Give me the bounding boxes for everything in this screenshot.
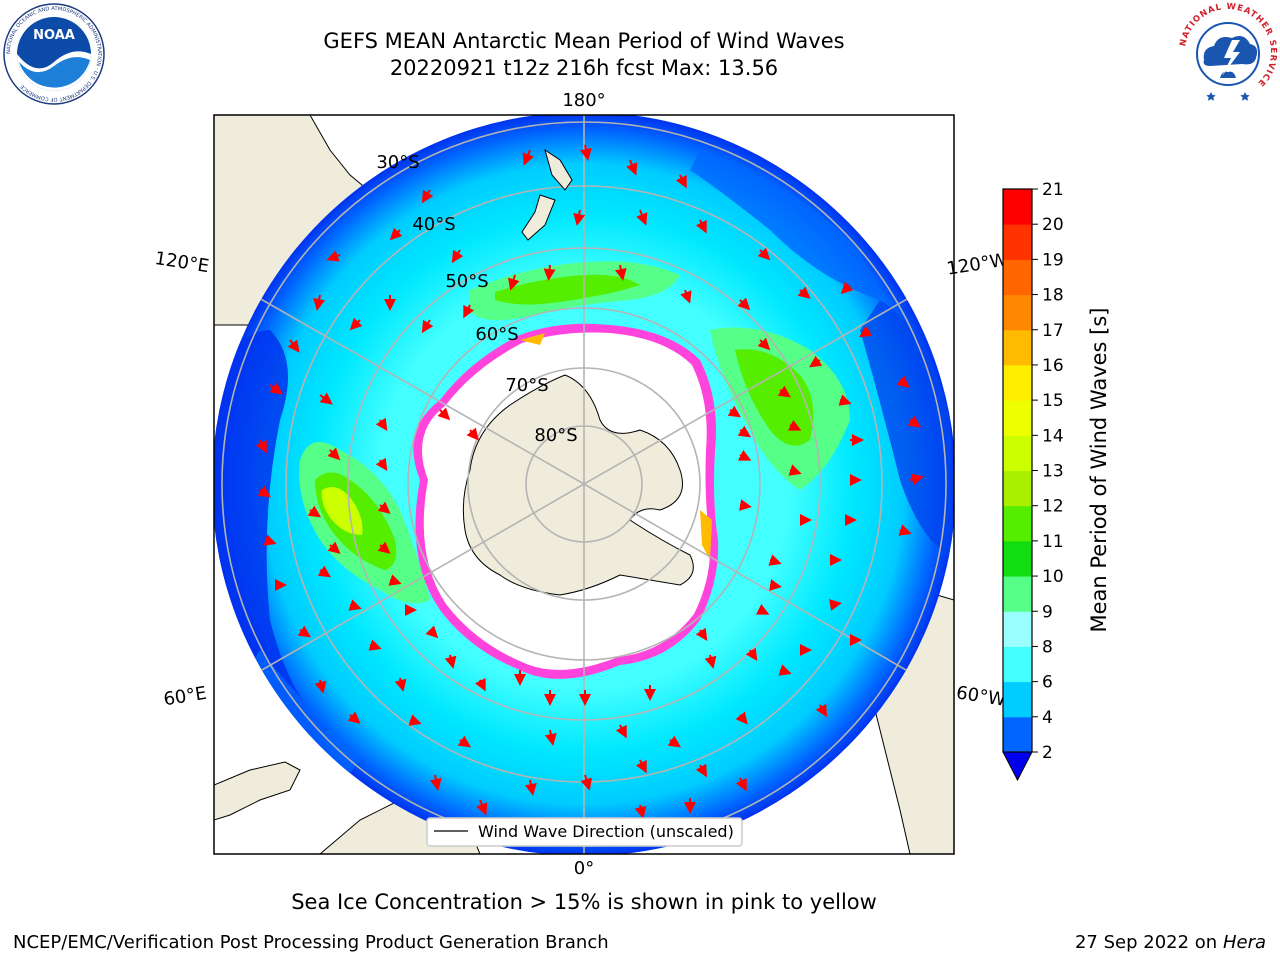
colorbar-band xyxy=(1003,189,1032,225)
lat-label-40s: 40°S xyxy=(412,214,455,235)
colorbar-tick-label: 20 xyxy=(1042,215,1064,235)
colorbar-label: Mean Period of Wind Waves [s] xyxy=(1087,308,1111,633)
colorbar-band xyxy=(1003,716,1032,753)
colorbar-tick-label: 16 xyxy=(1042,356,1064,376)
sea-ice-high-concentration xyxy=(520,333,545,345)
colorbar-band xyxy=(1003,576,1032,612)
lon-label-60e: 60°E xyxy=(162,683,208,711)
madagascar-land xyxy=(214,761,301,821)
lon-label-0: 0° xyxy=(574,858,594,879)
colorbar-band xyxy=(1003,646,1032,683)
new-zealand-land xyxy=(521,148,573,241)
colorbar-tick-label: 2 xyxy=(1042,743,1053,763)
lon-label-120w: 120°W xyxy=(945,249,1009,279)
colorbar-band xyxy=(1003,400,1032,436)
colorbar-band xyxy=(1003,364,1032,401)
swell-peak-indian xyxy=(321,486,363,535)
wind-wave-arrows xyxy=(255,144,924,819)
colorbar-tick-label: 18 xyxy=(1042,286,1064,306)
low-period-band-east xyxy=(860,300,954,560)
colorbar-tick-label: 12 xyxy=(1042,497,1064,517)
arrow-legend: Wind Wave Direction (unscaled) xyxy=(426,817,743,847)
colorbar-band xyxy=(1003,470,1032,507)
lat-label-60s: 60°S xyxy=(475,324,518,345)
swell-core-pacific xyxy=(495,274,640,305)
colorbar-tick-label: 10 xyxy=(1042,567,1064,587)
lat-label-50s: 50°S xyxy=(445,271,488,292)
sea-ice-high-concentration-east xyxy=(700,510,712,560)
arrow-legend-label: Wind Wave Direction (unscaled) xyxy=(478,822,734,841)
colorbar-tick-label: 4 xyxy=(1042,708,1053,728)
chart-title: GEFS MEAN Antarctic Mean Period of Wind … xyxy=(323,29,845,53)
colorbar-band xyxy=(1003,329,1032,366)
colorbar-band xyxy=(1003,435,1032,471)
colorbar-tick-label: 9 xyxy=(1042,602,1053,622)
colorbar-tick-label: 21 xyxy=(1042,180,1064,200)
colorbar-band xyxy=(1003,540,1032,577)
colorbar-tick-label: 11 xyxy=(1042,532,1064,552)
colorbar-tick-label: 8 xyxy=(1042,637,1053,657)
latitude-labels: 30°S 40°S 50°S 60°S 70°S 80°S xyxy=(376,152,577,446)
run-date: 27 Sep 2022 on Hera xyxy=(1075,932,1266,953)
map-frame xyxy=(213,114,955,855)
colorbar-band xyxy=(1003,505,1032,542)
colorbar-under-arrow xyxy=(1002,751,1033,782)
low-period-band-north xyxy=(690,150,880,300)
colorbar-band xyxy=(1003,611,1032,647)
colorbar-tick-label: 15 xyxy=(1042,391,1064,411)
colorbar-tick-label: 13 xyxy=(1042,462,1064,482)
colorbar-tick-label: 6 xyxy=(1042,673,1053,693)
chart-subtitle: 20220921 t12z 216h fcst Max: 13.56 xyxy=(389,56,779,80)
colorbar: 21 20 19 18 17 16 15 14 13 12 11 10 9 8 6 4 2 Mean Perio… xyxy=(1002,180,1111,782)
lat-label-30s: 30°S xyxy=(376,152,419,173)
sea-ice-note: Sea Ice Concentration > 15% is shown in … xyxy=(291,890,877,914)
producer-credit: NCEP/EMC/Verification Post Processing Pr… xyxy=(13,932,609,953)
colorbar-band xyxy=(1003,259,1032,296)
machine-name: Hera xyxy=(1222,932,1266,953)
colorbar-tick-label: 19 xyxy=(1042,250,1064,270)
svg-text:NOAA: NOAA xyxy=(33,28,75,43)
colorbar-band xyxy=(1003,294,1032,331)
run-date-text: 27 Sep 2022 on xyxy=(1074,932,1218,953)
lon-label-120e: 120°E xyxy=(153,248,210,277)
colorbar-tick-label: 14 xyxy=(1042,426,1064,446)
colorbar-band xyxy=(1003,681,1032,718)
noaa-logo: NATIONAL OCEANIC AND ATMOSPHERIC ADMINIS… xyxy=(3,3,105,105)
graticule xyxy=(214,115,954,854)
lat-label-80s: 80°S xyxy=(534,425,577,446)
lat-label-70s: 70°S xyxy=(505,375,548,396)
lon-label-180: 180° xyxy=(562,90,605,111)
lon-label-60w: 60°W xyxy=(955,682,1008,711)
nws-logo: NATIONAL WEATHER SERVICE xyxy=(1178,2,1278,102)
colorbar-band xyxy=(1003,224,1032,260)
colorbar-tick-label: 17 xyxy=(1042,321,1064,341)
